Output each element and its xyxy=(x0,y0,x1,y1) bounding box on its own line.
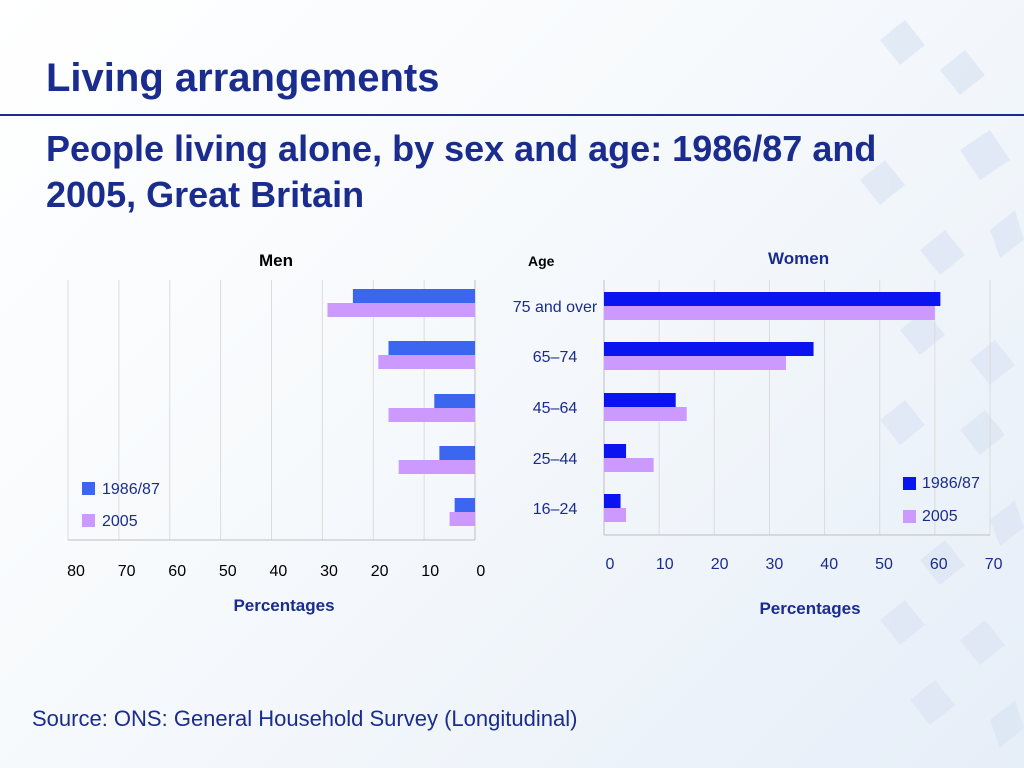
men-x-tick-label: 30 xyxy=(320,563,338,580)
men-bar-1986 xyxy=(454,498,475,512)
men-x-axis-title: Percentages xyxy=(233,596,334,615)
women-bar-1986 xyxy=(604,393,676,407)
men-bar-1986 xyxy=(388,341,475,355)
men-x-tick-label: 10 xyxy=(421,563,439,580)
slide-title: Living arrangements xyxy=(46,56,440,100)
men-x-tick-label: 20 xyxy=(371,563,389,580)
men-legend-label-2005: 2005 xyxy=(102,513,138,530)
men-bar-1986 xyxy=(352,289,475,303)
men-bar-2005 xyxy=(378,355,475,369)
women-x-tick-label: 20 xyxy=(711,556,729,573)
men-legend-label-1986: 1986/87 xyxy=(102,481,160,498)
men-bar-2005 xyxy=(327,303,475,317)
men-legend-swatch-2005 xyxy=(82,514,95,527)
men-legend-swatch-1986 xyxy=(82,482,95,495)
men-bar-1986 xyxy=(439,446,475,460)
women-legend-swatch-1986 xyxy=(903,477,916,490)
age-category-label: 65–74 xyxy=(533,349,578,366)
women-bar-2005 xyxy=(604,508,627,522)
men-bar-1986 xyxy=(434,394,475,408)
women-bar-2005 xyxy=(604,407,687,421)
women-bar-1986 xyxy=(604,342,814,356)
women-bar-1986 xyxy=(604,444,627,458)
age-axis-title: Age xyxy=(528,253,555,269)
women-legend-label-1986: 1986/87 xyxy=(922,475,980,492)
women-bar-2005 xyxy=(604,356,786,370)
women-x-tick-label: 0 xyxy=(606,556,615,573)
source-note: Source: ONS: General Household Survey (L… xyxy=(32,706,578,731)
women-x-tick-label: 10 xyxy=(656,556,674,573)
age-category-label: 45–64 xyxy=(533,400,578,417)
women-chart-title: Women xyxy=(768,249,830,268)
men-x-tick-label: 40 xyxy=(270,563,288,580)
age-category-label: 16–24 xyxy=(533,501,578,518)
chart-subtitle: People living alone, by sex and age: 198… xyxy=(46,128,877,215)
women-bar-2005 xyxy=(604,458,654,472)
men-x-tick-label: 0 xyxy=(476,563,485,580)
women-x-tick-label: 60 xyxy=(930,556,948,573)
age-category-label: 25–44 xyxy=(533,451,578,468)
women-legend-label-2005: 2005 xyxy=(922,508,958,525)
men-x-tick-label: 50 xyxy=(219,563,237,580)
women-bar-2005 xyxy=(604,306,935,320)
title-divider xyxy=(0,114,1024,116)
women-x-tick-label: 30 xyxy=(766,556,784,573)
women-x-axis-title: Percentages xyxy=(759,599,860,618)
women-x-tick-label: 70 xyxy=(985,556,1003,573)
men-bar-2005 xyxy=(388,408,475,422)
men-x-tick-label: 80 xyxy=(67,563,85,580)
women-bar-1986 xyxy=(604,494,621,508)
men-x-tick-label: 60 xyxy=(168,563,186,580)
men-chart-title: Men xyxy=(259,251,293,270)
men-bar-2005 xyxy=(449,512,475,526)
women-legend-swatch-2005 xyxy=(903,510,916,523)
women-bar-1986 xyxy=(604,292,941,306)
men-bar-2005 xyxy=(398,460,475,474)
age-category-label: 75 and over xyxy=(513,299,598,316)
men-x-tick-label: 70 xyxy=(118,563,136,580)
women-x-tick-label: 50 xyxy=(875,556,893,573)
women-x-tick-label: 40 xyxy=(820,556,838,573)
